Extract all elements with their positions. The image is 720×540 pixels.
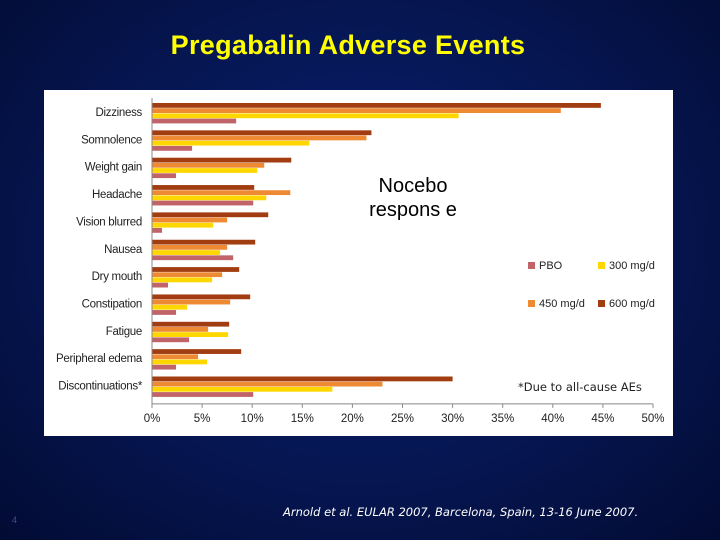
bar-300-mg-d <box>152 386 333 392</box>
category-label: Peripheral edema <box>56 353 143 365</box>
bar-300-mg-d <box>152 250 221 255</box>
nocebo-annotation: Nocebo respons e <box>369 175 457 221</box>
bar-600-mg-d <box>152 185 255 190</box>
bar-600-mg-d <box>152 267 240 272</box>
category-label: Constipation <box>82 298 142 310</box>
bar-300-mg-d <box>152 168 258 173</box>
category-label: Discontinuations* <box>58 381 143 393</box>
bar-300-mg-d <box>152 277 213 283</box>
x-tick-label: 15% <box>291 413 314 425</box>
bar-300-mg-d <box>152 195 267 201</box>
x-tick-label: 50% <box>641 413 664 425</box>
x-tick-label: 40% <box>541 413 564 425</box>
category-label: Dizziness <box>95 107 142 119</box>
bar-450-mg-d <box>152 272 223 278</box>
bar-pbo <box>152 255 234 261</box>
bar-450-mg-d <box>152 381 383 387</box>
bar-600-mg-d <box>152 349 242 354</box>
bar-450-mg-d <box>152 108 561 113</box>
bar-300-mg-d <box>152 140 310 146</box>
legend-label: PBO <box>539 260 563 272</box>
legend-label: 600 mg/d <box>609 298 655 310</box>
bar-pbo <box>152 337 190 343</box>
chart-panel: Dizziness Somnolence Weight gain Headache Vi… <box>44 90 673 436</box>
bar-450-mg-d <box>152 327 209 332</box>
category-label: Somnolence <box>81 134 142 146</box>
category-label: Weight gain <box>85 162 142 174</box>
bar-450-mg-d <box>152 190 291 196</box>
x-tick-label: 45% <box>591 413 614 425</box>
bar-pbo <box>152 173 177 179</box>
bar-600-mg-d <box>152 294 251 300</box>
bar-450-mg-d <box>152 217 228 223</box>
citation: Arnold et al. EULAR 2007, Barcelona, Spa… <box>283 505 639 519</box>
bar-pbo <box>152 282 169 288</box>
bar-600-mg-d <box>152 103 601 108</box>
bar-pbo <box>152 200 254 206</box>
bar-450-mg-d <box>152 162 265 168</box>
bar-300-mg-d <box>152 304 188 310</box>
bar-pbo <box>152 145 193 151</box>
legend-label: 450 mg/d <box>539 298 585 310</box>
x-tick-label: 10% <box>241 413 264 425</box>
legend-swatch <box>598 262 605 269</box>
bar-600-mg-d <box>152 321 230 327</box>
bar-600-mg-d <box>152 376 453 382</box>
category-label: Headache <box>92 189 142 201</box>
x-tick-label: 0% <box>144 413 161 425</box>
bar-300-mg-d <box>152 359 208 365</box>
bar-450-mg-d <box>152 244 228 250</box>
bar-450-mg-d <box>152 354 199 360</box>
x-tick-label: 20% <box>341 413 364 425</box>
bar-450-mg-d <box>152 299 231 305</box>
category-label: Nausea <box>104 244 143 256</box>
bar-chart: Dizziness Somnolence Weight gain Headache Vi… <box>56 98 665 425</box>
x-tick-label: 5% <box>194 413 211 425</box>
x-tick-label: 35% <box>491 413 514 425</box>
category-label: Dry mouth <box>92 271 142 283</box>
bar-pbo <box>152 228 163 233</box>
slide-title: Pregabalin Adverse Events <box>170 30 526 60</box>
bar-300-mg-d <box>152 113 459 119</box>
x-tick-label: 30% <box>441 413 464 425</box>
legend-swatch <box>528 300 535 307</box>
bar-600-mg-d <box>152 239 256 245</box>
bar-300-mg-d <box>152 222 214 228</box>
bar-pbo <box>152 118 237 124</box>
bar-pbo <box>152 392 254 397</box>
bar-450-mg-d <box>152 135 367 141</box>
x-tick-label: 25% <box>391 413 414 425</box>
bar-600-mg-d <box>152 157 292 163</box>
legend-swatch <box>598 300 605 307</box>
chart-footnote: *Due to all-cause AEs <box>518 380 642 394</box>
legend-swatch <box>528 262 535 269</box>
slide-number: 4 <box>12 515 18 525</box>
bar-600-mg-d <box>152 212 269 218</box>
legend-label: 300 mg/d <box>609 260 655 272</box>
bar-600-mg-d <box>152 130 372 136</box>
bar-300-mg-d <box>152 332 229 337</box>
category-label: Fatigue <box>106 326 142 338</box>
category-label: Vision blurred <box>76 216 142 228</box>
bar-pbo <box>152 310 177 315</box>
bar-pbo <box>152 364 177 370</box>
